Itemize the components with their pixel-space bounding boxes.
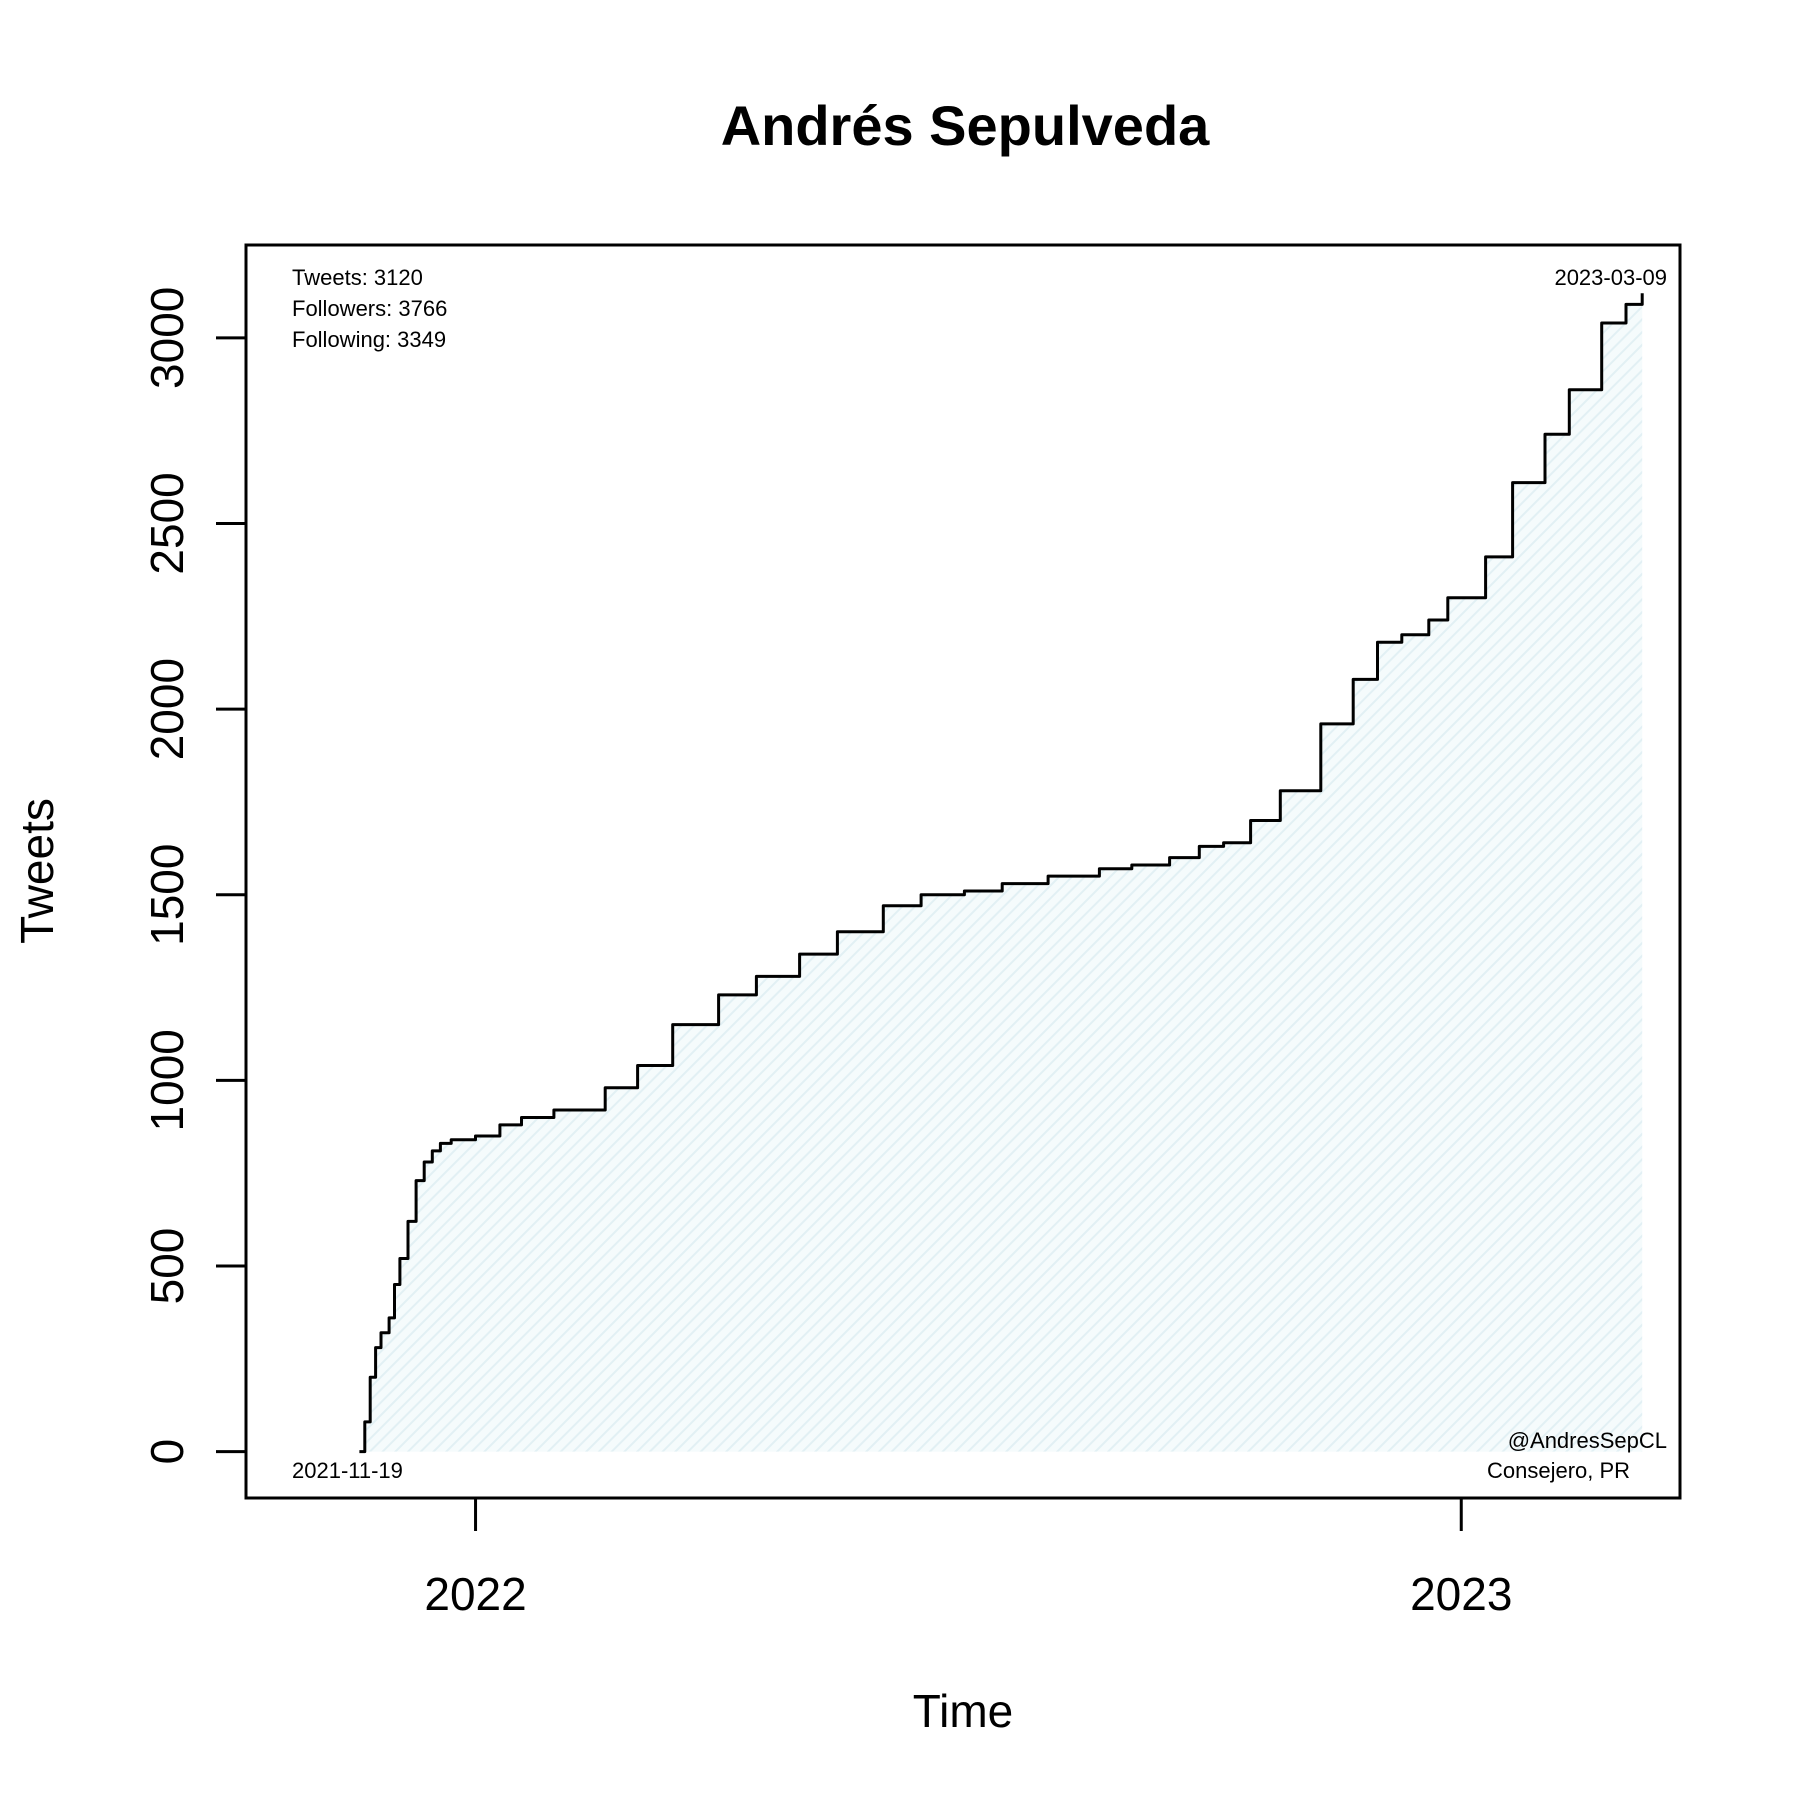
x-axis-title: Time — [913, 1685, 1014, 1737]
x-axis: 2022 2023 — [424, 1498, 1512, 1620]
stat-followers: Followers: 3766 — [292, 296, 447, 321]
handle-label: @AndresSepCL — [1508, 1428, 1667, 1453]
y-axis-title: Tweets — [11, 798, 63, 944]
y-tick-label: 2500 — [141, 472, 193, 574]
plot-area — [359, 293, 1644, 1454]
x-tick-label: 2022 — [424, 1568, 526, 1620]
series-line — [359, 293, 1644, 1454]
role-label: Consejero, PR — [1487, 1458, 1630, 1483]
y-tick-label: 3000 — [141, 287, 193, 389]
y-axis: 0 500 1000 1500 2000 2500 3000 — [141, 287, 246, 1465]
chart-title: Andrés Sepulveda — [721, 94, 1210, 157]
y-tick-label: 0 — [141, 1439, 193, 1465]
x-tick-label: 2023 — [1410, 1568, 1512, 1620]
series-area-fill — [359, 293, 1643, 1452]
start-date-label: 2021-11-19 — [292, 1458, 403, 1483]
end-date-label: 2023-03-09 — [1554, 265, 1667, 290]
stat-following: Following: 3349 — [292, 327, 446, 352]
y-tick-label: 500 — [141, 1228, 193, 1305]
y-tick-label: 2000 — [141, 658, 193, 760]
stat-tweets: Tweets: 3120 — [292, 265, 423, 290]
plot-frame — [244, 243, 1682, 1500]
y-tick-label: 1500 — [141, 844, 193, 946]
y-tick-label: 1000 — [141, 1029, 193, 1131]
